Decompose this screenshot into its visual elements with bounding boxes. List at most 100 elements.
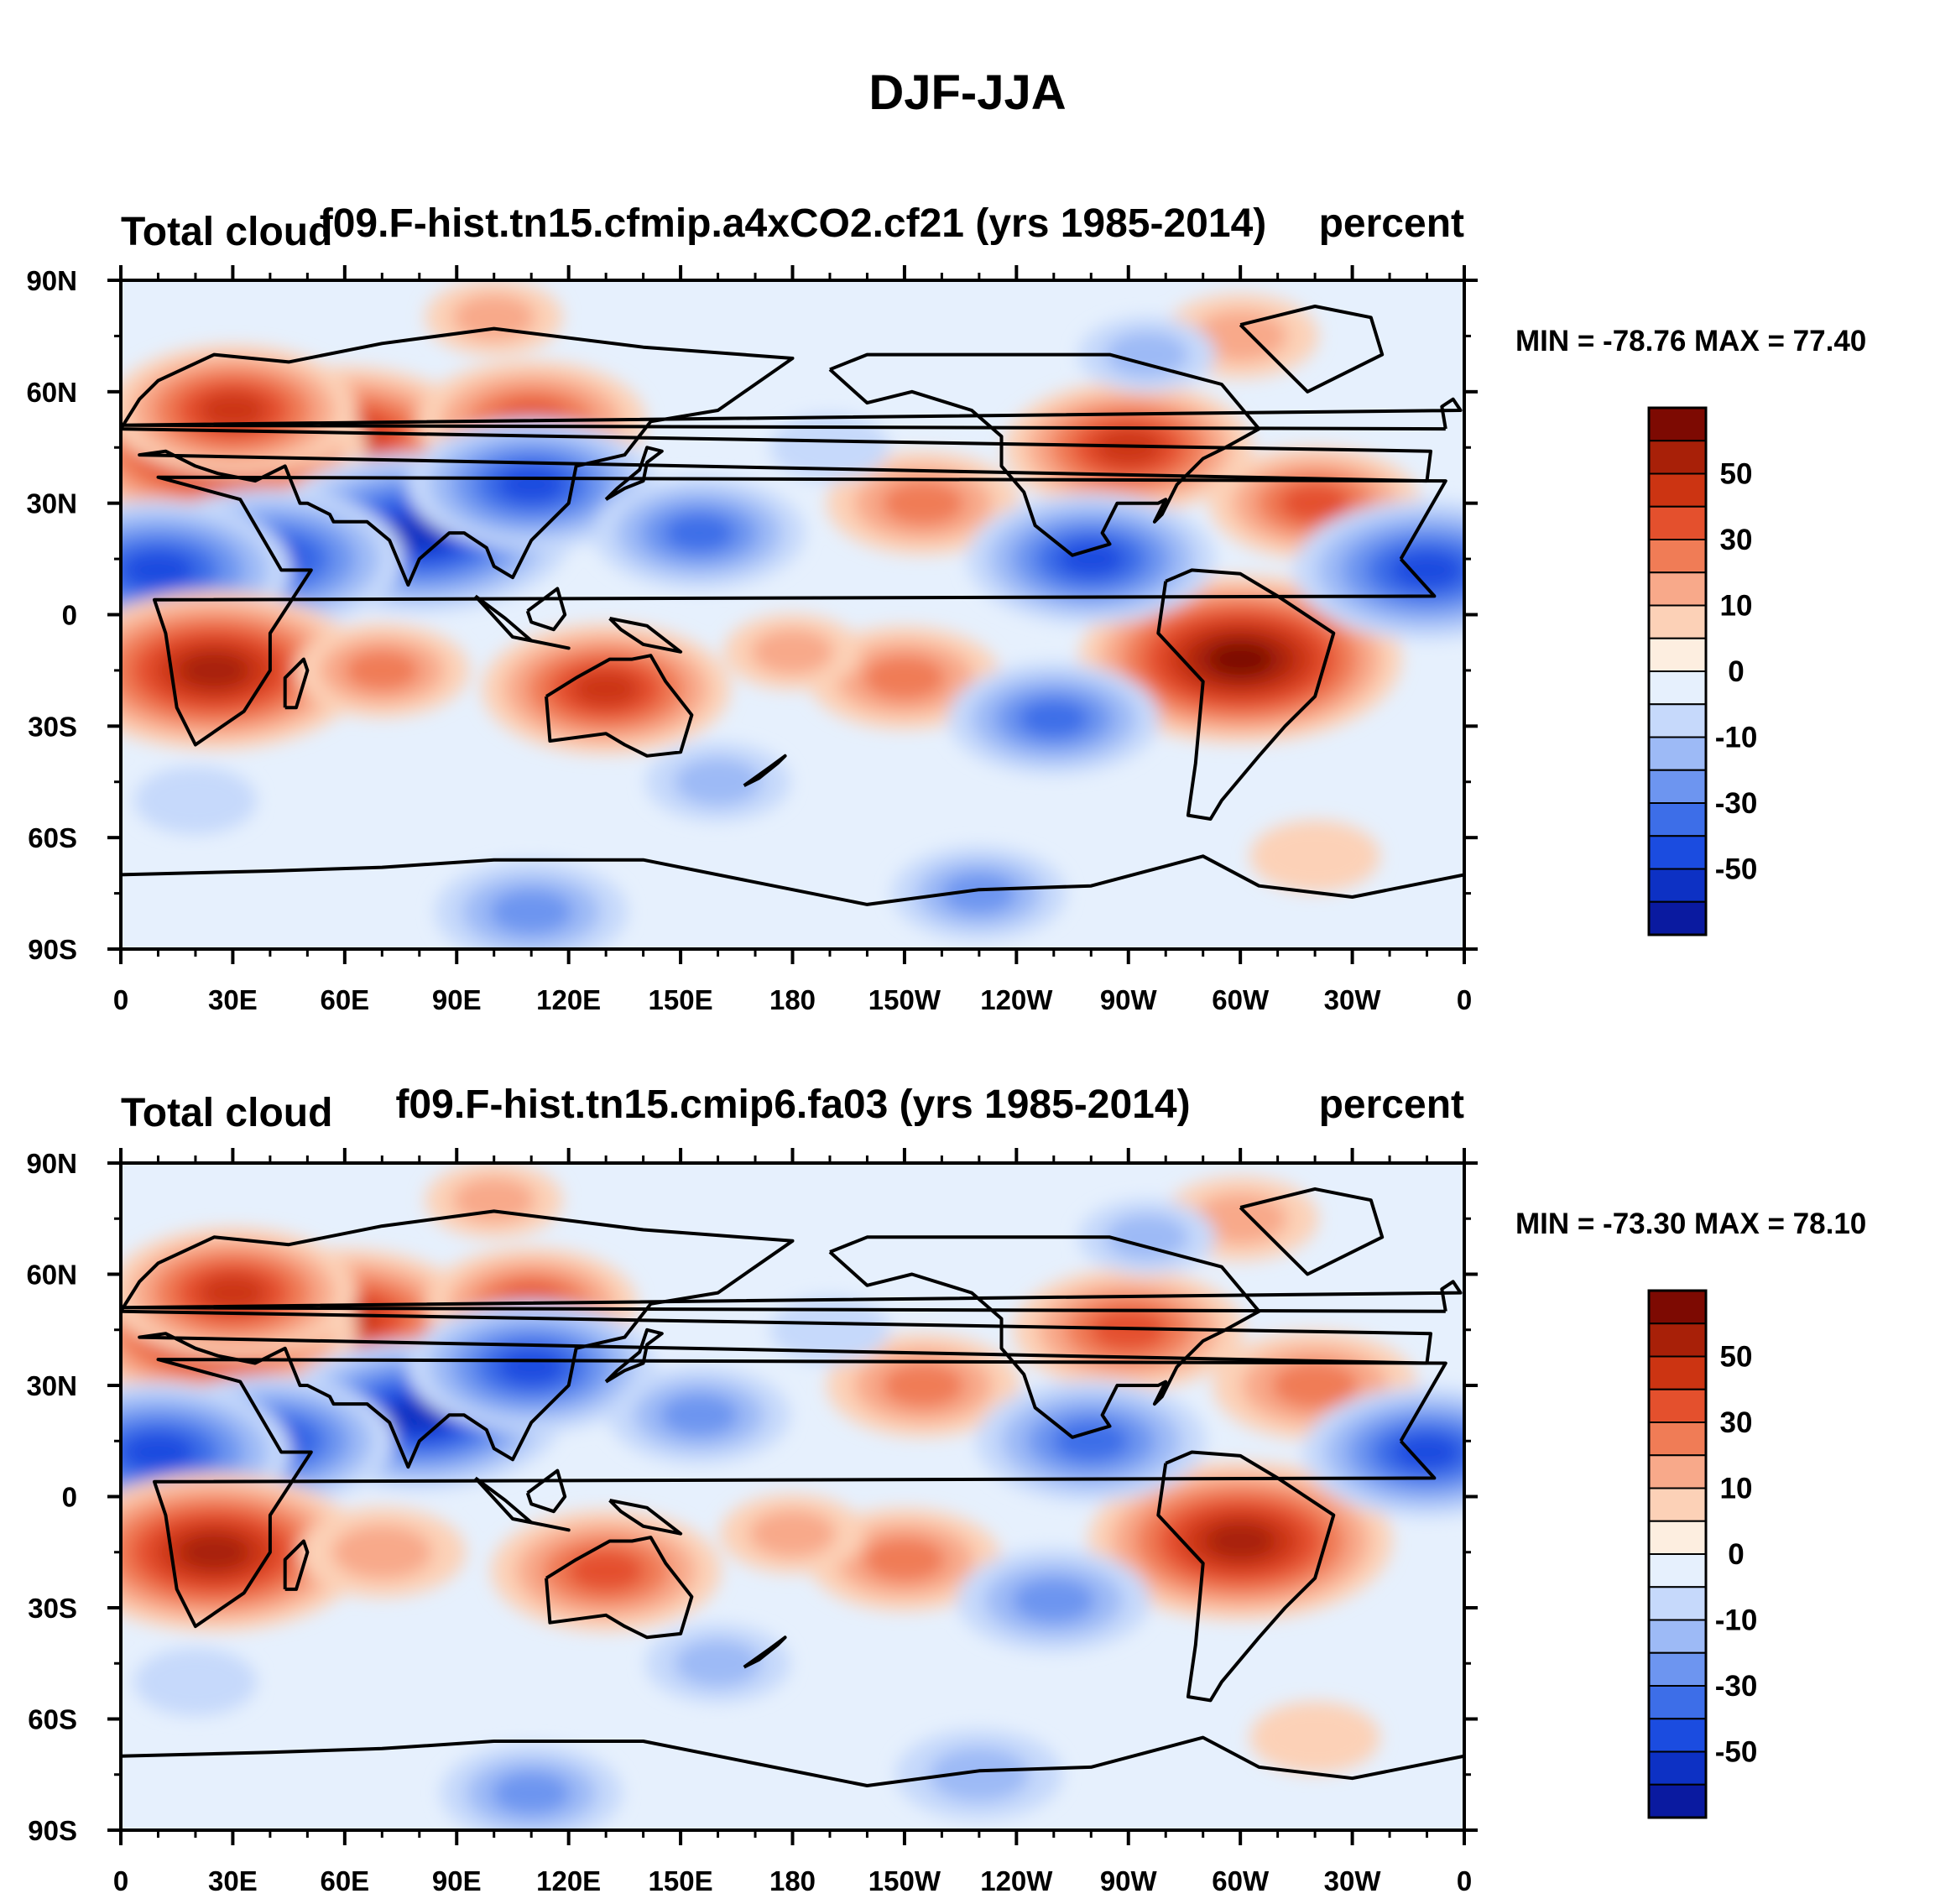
colorbar-frame <box>1647 406 1708 936</box>
coastline-segment <box>525 1468 567 1514</box>
field-contour <box>452 1177 535 1223</box>
y-tick-label: 90S <box>28 934 77 965</box>
panel-bottom-axes: 90N 60N 30N 0 30S 60S 90S 0 30E 60E 90E 120E 150E 180… <box>26 1148 1478 1896</box>
coastline-segment <box>604 1328 664 1384</box>
field-contour <box>1270 1362 1359 1409</box>
colorbar-box <box>1648 670 1707 706</box>
panel-top-colorbar: 50 30 10 0 -10 -30 -50 <box>1647 406 1757 936</box>
coastline-segment <box>1156 1450 1336 1703</box>
colorbar-box <box>1648 505 1707 540</box>
coastline-segment <box>283 657 310 710</box>
field-contour <box>674 1639 762 1688</box>
x-tick-label: 0 <box>113 1865 128 1896</box>
coastline-segment <box>604 446 664 501</box>
x-tick-label: 0 <box>1457 1865 1472 1896</box>
field-contour <box>1012 1578 1096 1623</box>
field-contour <box>769 414 889 481</box>
field-contour <box>863 1537 947 1582</box>
field-contour <box>567 1550 644 1592</box>
field-contour <box>133 766 258 835</box>
field-contour <box>1390 550 1463 590</box>
x-tick-label: 150E <box>649 1865 713 1896</box>
coastline-segment <box>1239 1187 1385 1276</box>
colorbar-label: -50 <box>1715 1736 1758 1769</box>
panel-bottom-map <box>121 1163 1464 1830</box>
coastline-segment <box>743 754 787 787</box>
colorbar-box <box>1648 1685 1707 1720</box>
coastline-segment <box>121 1735 1464 1787</box>
panel-bottom-left-title: Total cloud <box>121 1091 332 1135</box>
x-tick-label: 180 <box>769 1865 816 1896</box>
y-tick-label: 60S <box>28 1704 77 1735</box>
coastline-segment <box>153 1358 1447 1629</box>
coastline-segment <box>121 1280 1463 1313</box>
coastline-segment <box>608 1498 683 1536</box>
colorbar-box <box>1648 440 1707 475</box>
field-contour <box>344 649 420 691</box>
field-contour <box>660 1394 738 1437</box>
field-contour <box>492 1771 571 1814</box>
coastline-segment <box>121 1209 1432 1469</box>
coastlines <box>121 1187 1464 1787</box>
x-tick-label: 60W <box>1212 1865 1270 1896</box>
field-contour <box>751 629 834 675</box>
field-contour <box>179 652 249 689</box>
colorbar-box <box>1648 539 1707 574</box>
field-contour <box>881 481 965 526</box>
panel-top-right-title: percent <box>1319 201 1464 246</box>
x-tick-label: 180 <box>769 984 816 1015</box>
coastline-segment <box>545 654 694 758</box>
field-contour <box>1018 700 1089 738</box>
y-tick-label: 60N <box>26 1260 77 1291</box>
field-contour <box>769 1296 889 1364</box>
x-tick-label: 150W <box>868 984 941 1015</box>
field-contour <box>1249 1701 1380 1774</box>
field-contour <box>863 655 947 701</box>
field-contour <box>1105 331 1189 378</box>
x-tick-label: 120E <box>536 1865 601 1896</box>
colorbar-box <box>1648 1421 1707 1457</box>
coastline-segment <box>121 854 1464 906</box>
colorbar-box <box>1648 637 1707 672</box>
colorbar-label: 50 <box>1720 1341 1753 1374</box>
field-contour <box>674 758 762 806</box>
field-contour <box>497 467 566 503</box>
colorbar-box <box>1648 604 1707 639</box>
colorbar-box <box>1648 1388 1707 1423</box>
colorbar-label: 30 <box>1720 1406 1753 1439</box>
y-tick-label: 30S <box>28 1593 77 1624</box>
colorbar-label: 10 <box>1720 1473 1753 1505</box>
colorbar-box <box>1648 1586 1707 1621</box>
colorbar-label: -10 <box>1715 1604 1758 1637</box>
x-tick-label: 120W <box>980 984 1053 1015</box>
colorbar-label: 0 <box>1728 1538 1744 1571</box>
main-title: DJF-JJA <box>868 65 1066 120</box>
y-tick-label: 0 <box>62 1482 77 1513</box>
x-tick-label: 120W <box>980 1865 1053 1896</box>
x-tick-label: 0 <box>1457 984 1472 1015</box>
coastline-segment <box>743 1635 787 1669</box>
colorbar-box <box>1648 1355 1707 1390</box>
y-tick-label: 0 <box>62 600 77 631</box>
colorbar-box <box>1648 1718 1707 1753</box>
panel-bottom: Total cloud f09.F-hist.tn15.cmip6.fa03 (… <box>26 1082 1866 1896</box>
colorbar-box <box>1648 1783 1707 1818</box>
field-contour <box>497 1348 566 1385</box>
x-tick-label: 150W <box>868 1865 941 1896</box>
coastlines <box>121 305 1464 906</box>
field-contour <box>133 1647 258 1716</box>
colorbar-box <box>1648 1322 1707 1358</box>
colorbar-box <box>1648 472 1707 508</box>
coastline-segment <box>1239 305 1385 394</box>
field-contour <box>489 889 573 935</box>
colorbar-box <box>1648 1750 1707 1786</box>
field-contour <box>1207 642 1273 676</box>
field-contour <box>929 1747 1030 1802</box>
panel-top-left-title: Total cloud <box>121 210 332 254</box>
coastline-segment <box>474 594 571 650</box>
colorbar-box <box>1648 835 1707 870</box>
x-tick-label: 30E <box>208 984 258 1015</box>
colorbar-box <box>1648 1651 1707 1687</box>
x-tick-label: 90E <box>432 1865 482 1896</box>
